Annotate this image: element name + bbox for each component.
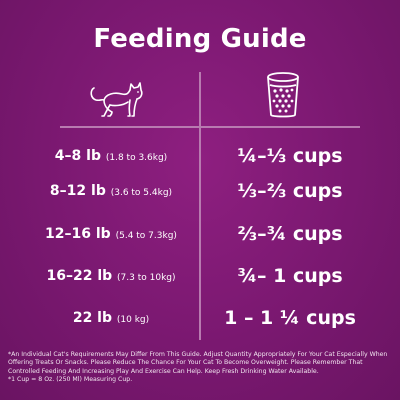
- page-title: Feeding Guide: [93, 24, 307, 54]
- weight-lb: 4–8 lb: [54, 148, 101, 164]
- weight-lb: 8–12 lb: [49, 183, 106, 199]
- weight-range: 12–16 lb (5.4 to 7.3kg): [30, 226, 192, 242]
- weight-lb: 22 lb: [72, 310, 113, 326]
- vertical-divider: [199, 72, 201, 340]
- cup-amount: 1 – 1 ¼ cups: [224, 307, 356, 329]
- weight-range: 22 lb (10 kg): [30, 310, 192, 326]
- weight-lb: 16–22 lb: [46, 268, 113, 284]
- footnote: *An Individual Cat's Requirements May Di…: [8, 351, 396, 384]
- weight-range: 8–12 lb (3.6 to 5.4kg): [30, 183, 192, 199]
- cup-amount: ¾– 1 cups: [237, 265, 343, 287]
- weight-range: 4–8 lb (1.8 to 3.6kg): [30, 148, 192, 164]
- feeding-row: 16–22 lb (7.3 to 10kg) ¾– 1 cups: [0, 262, 400, 292]
- weight-kg: (1.8 to 3.6kg): [105, 153, 168, 163]
- feeding-row: 4–8 lb (1.8 to 3.6kg) ¼–⅓ cups: [0, 142, 400, 172]
- feeding-row: 22 lb (10 kg) 1 – 1 ¼ cups: [0, 304, 400, 334]
- horizontal-divider: [60, 126, 360, 128]
- weight-kg: (3.6 to 5.4kg): [110, 188, 173, 198]
- weight-lb: 12–16 lb: [45, 226, 111, 242]
- measuring-cup-icon: [267, 72, 299, 118]
- feeding-row: 12–16 lb (5.4 to 7.3kg) ⅔–¾ cups: [0, 220, 400, 250]
- weight-kg: (7.3 to 10kg): [117, 273, 176, 283]
- cup-amount: ⅔–¾ cups: [237, 223, 343, 245]
- cat-icon: [90, 82, 143, 117]
- footnote-cup-measure: *1 Cup = 8 Oz. (250 Ml) Measuring Cup.: [8, 376, 133, 384]
- weight-kg: (5.4 to 7.3kg): [115, 231, 177, 241]
- feeding-row: 8–12 lb (3.6 to 5.4kg) ⅓–⅔ cups: [0, 177, 400, 207]
- cup-amount: ¼–⅓ cups: [237, 145, 343, 167]
- weight-range: 16–22 lb (7.3 to 10kg): [30, 268, 192, 284]
- cup-amount: ⅓–⅔ cups: [237, 180, 343, 202]
- weight-kg: (10 kg): [116, 315, 150, 325]
- footnote-disclaimer: *An Individual Cat's Requirements May Di…: [8, 351, 388, 375]
